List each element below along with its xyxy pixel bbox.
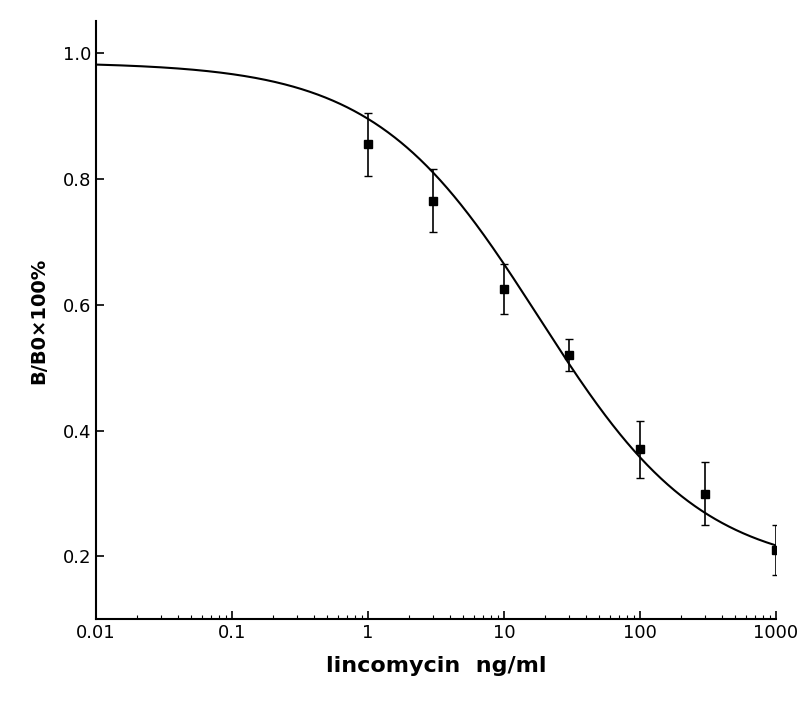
X-axis label: lincomycin  ng/ml: lincomycin ng/ml — [326, 656, 546, 676]
Y-axis label: B/B0×100%: B/B0×100% — [30, 257, 49, 384]
